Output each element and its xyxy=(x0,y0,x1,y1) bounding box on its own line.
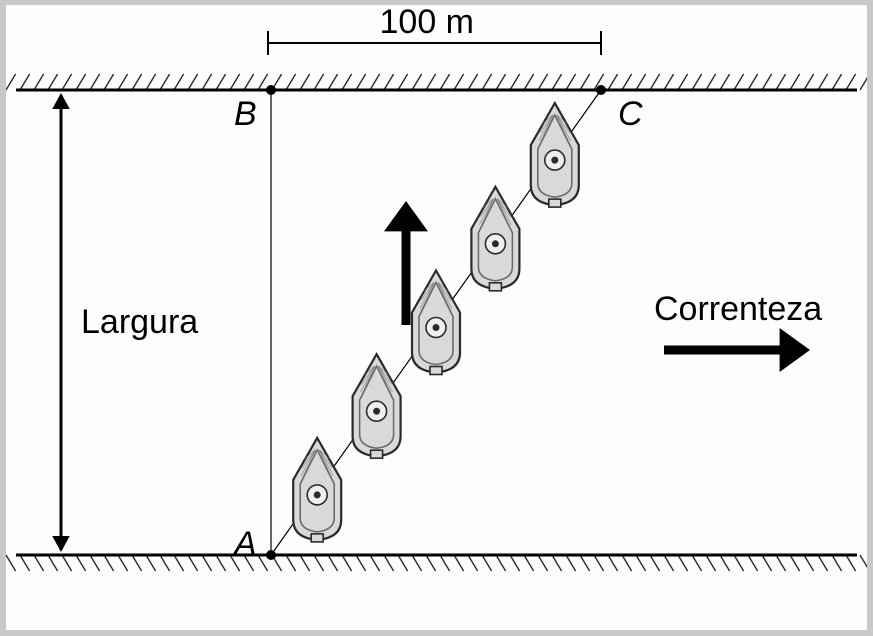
dim-left-label: Largura xyxy=(81,303,198,342)
point-A-label: A xyxy=(234,525,257,564)
point-B-label: B xyxy=(234,95,257,134)
diagram-canvas: 100 m Largura Correnteza A B C xyxy=(6,5,867,630)
point-C-label: C xyxy=(618,95,643,134)
correnteza-label: Correnteza xyxy=(654,290,822,329)
dim-top-label: 100 m xyxy=(380,3,475,42)
